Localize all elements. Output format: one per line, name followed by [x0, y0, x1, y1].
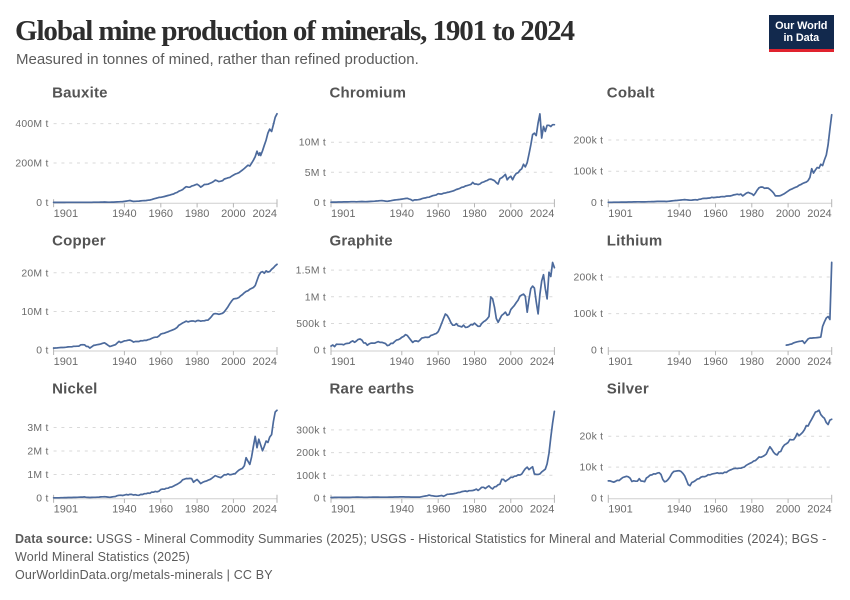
- svg-text:1940: 1940: [667, 504, 691, 516]
- svg-text:1980: 1980: [462, 208, 486, 220]
- svg-text:1901: 1901: [608, 208, 632, 220]
- svg-text:2024: 2024: [530, 208, 554, 220]
- svg-text:2000: 2000: [499, 504, 523, 516]
- svg-text:1.5M t: 1.5M t: [296, 266, 326, 277]
- svg-text:1960: 1960: [149, 356, 173, 368]
- svg-text:2000: 2000: [499, 208, 523, 220]
- svg-text:1901: 1901: [54, 356, 78, 368]
- svg-text:5M t: 5M t: [305, 168, 326, 179]
- svg-text:1M t: 1M t: [27, 470, 48, 481]
- svg-text:Nickel: Nickel: [52, 380, 97, 397]
- svg-text:1960: 1960: [703, 208, 727, 220]
- svg-text:2000: 2000: [221, 208, 245, 220]
- svg-text:1980: 1980: [185, 504, 209, 516]
- svg-text:100k t: 100k t: [573, 309, 603, 320]
- svg-text:Copper: Copper: [52, 233, 106, 250]
- svg-text:2000: 2000: [776, 356, 800, 368]
- svg-text:1901: 1901: [331, 356, 355, 368]
- svg-text:1980: 1980: [740, 504, 764, 516]
- svg-text:1940: 1940: [390, 504, 414, 516]
- svg-text:Lithium: Lithium: [607, 233, 663, 250]
- svg-text:1901: 1901: [54, 504, 78, 516]
- svg-text:1901: 1901: [608, 356, 632, 368]
- svg-text:1940: 1940: [667, 356, 691, 368]
- svg-text:200k t: 200k t: [573, 273, 603, 284]
- svg-text:2024: 2024: [253, 504, 277, 516]
- svg-text:1940: 1940: [390, 208, 414, 220]
- svg-text:2024: 2024: [807, 208, 831, 220]
- svg-text:1980: 1980: [462, 504, 486, 516]
- svg-text:2024: 2024: [807, 356, 831, 368]
- svg-text:10M t: 10M t: [21, 307, 48, 318]
- svg-text:2024: 2024: [530, 504, 554, 516]
- svg-text:1960: 1960: [703, 356, 727, 368]
- svg-text:10M t: 10M t: [299, 138, 326, 149]
- svg-text:1980: 1980: [462, 356, 486, 368]
- svg-text:1901: 1901: [331, 504, 355, 516]
- svg-text:300k t: 300k t: [296, 425, 326, 436]
- svg-text:500k t: 500k t: [296, 319, 326, 330]
- svg-text:2024: 2024: [253, 208, 277, 220]
- svg-text:10k t: 10k t: [580, 463, 604, 474]
- svg-text:2000: 2000: [221, 356, 245, 368]
- svg-text:0 t: 0 t: [314, 346, 326, 357]
- svg-text:1940: 1940: [112, 504, 136, 516]
- svg-text:1901: 1901: [608, 504, 632, 516]
- svg-text:1960: 1960: [703, 504, 727, 516]
- svg-text:1940: 1940: [112, 208, 136, 220]
- svg-text:3M t: 3M t: [27, 423, 48, 434]
- svg-text:1M t: 1M t: [305, 292, 326, 303]
- svg-text:Cobalt: Cobalt: [607, 85, 655, 102]
- svg-text:100k t: 100k t: [296, 471, 326, 482]
- svg-text:2000: 2000: [776, 504, 800, 516]
- svg-text:0 t: 0 t: [591, 346, 603, 357]
- svg-text:200k t: 200k t: [296, 448, 326, 459]
- svg-text:200M t: 200M t: [15, 159, 48, 170]
- svg-text:1901: 1901: [54, 208, 78, 220]
- svg-text:1960: 1960: [426, 208, 450, 220]
- svg-text:1980: 1980: [185, 356, 209, 368]
- svg-text:2000: 2000: [499, 356, 523, 368]
- svg-text:2024: 2024: [253, 356, 277, 368]
- svg-text:2024: 2024: [807, 504, 831, 516]
- svg-text:1940: 1940: [112, 356, 136, 368]
- svg-text:1980: 1980: [185, 208, 209, 220]
- svg-text:Bauxite: Bauxite: [52, 85, 108, 102]
- svg-text:Silver: Silver: [607, 380, 649, 397]
- svg-text:0 t: 0 t: [314, 198, 326, 209]
- svg-text:0 t: 0 t: [591, 494, 603, 505]
- svg-text:2M t: 2M t: [27, 447, 48, 458]
- svg-text:1980: 1980: [740, 208, 764, 220]
- svg-text:1960: 1960: [149, 504, 173, 516]
- svg-text:0 t: 0 t: [314, 494, 326, 505]
- svg-text:1980: 1980: [740, 356, 764, 368]
- svg-text:2000: 2000: [776, 208, 800, 220]
- svg-text:20M t: 20M t: [21, 268, 48, 279]
- svg-text:2024: 2024: [530, 356, 554, 368]
- svg-text:20k t: 20k t: [580, 432, 604, 443]
- svg-text:1940: 1940: [667, 208, 691, 220]
- svg-text:100k t: 100k t: [573, 167, 603, 178]
- svg-text:Graphite: Graphite: [330, 233, 393, 250]
- svg-text:1960: 1960: [426, 356, 450, 368]
- svg-text:0 t: 0 t: [591, 198, 603, 209]
- svg-text:1960: 1960: [426, 504, 450, 516]
- svg-text:400M t: 400M t: [15, 119, 48, 130]
- svg-text:Chromium: Chromium: [330, 85, 407, 102]
- svg-text:1901: 1901: [331, 208, 355, 220]
- svg-text:0 t: 0 t: [36, 198, 48, 209]
- svg-text:Rare earths: Rare earths: [330, 380, 415, 397]
- svg-text:0 t: 0 t: [36, 346, 48, 357]
- svg-text:1960: 1960: [149, 208, 173, 220]
- svg-text:1940: 1940: [390, 356, 414, 368]
- svg-text:0 t: 0 t: [36, 494, 48, 505]
- svg-text:200k t: 200k t: [573, 136, 603, 147]
- svg-text:2000: 2000: [221, 504, 245, 516]
